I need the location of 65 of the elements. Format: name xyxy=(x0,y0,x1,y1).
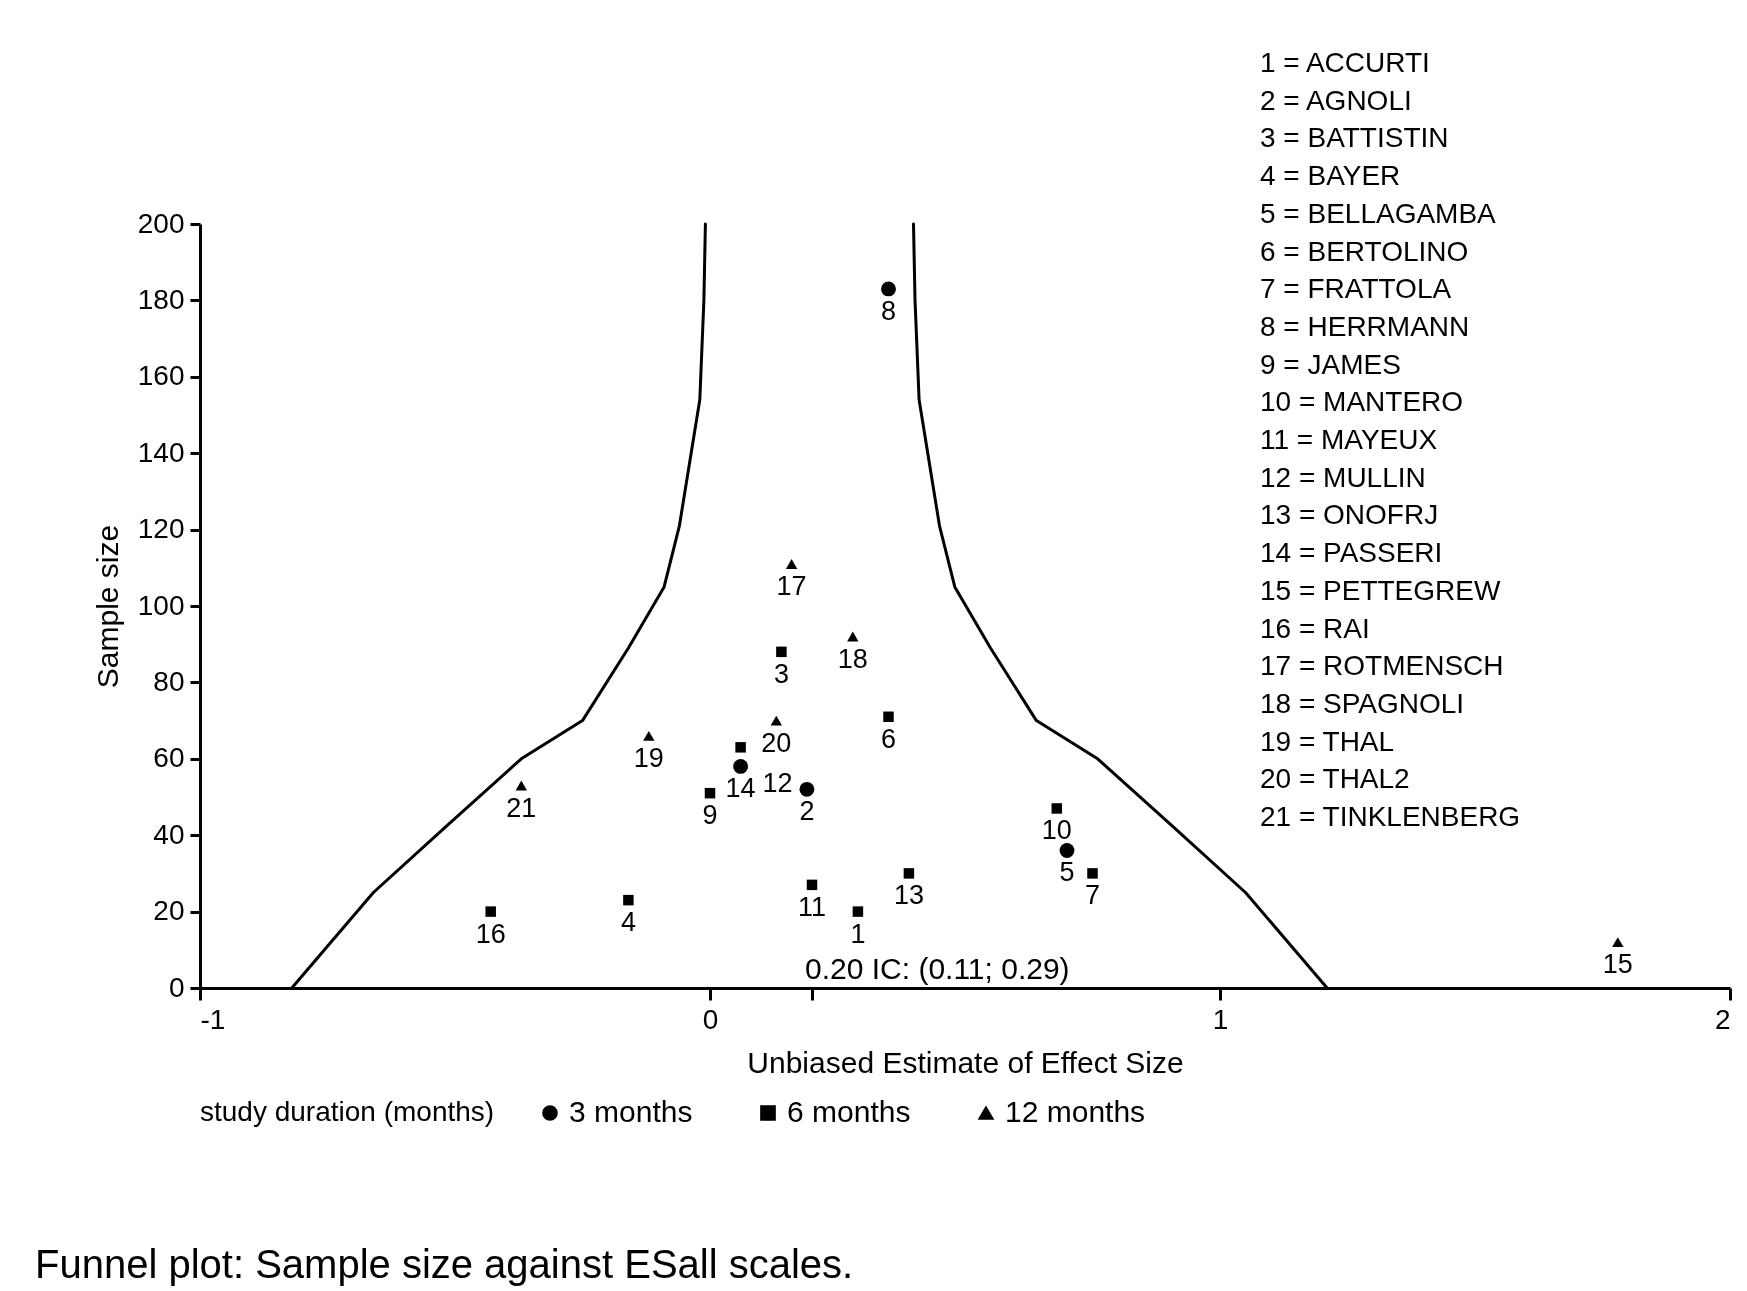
annotation: 13 xyxy=(893,880,924,911)
y-tick-label: 60 xyxy=(153,742,185,774)
annotation: 8 xyxy=(880,295,897,326)
annotation: 3 xyxy=(773,658,789,689)
x-tick-label: -1 xyxy=(200,1003,226,1035)
y-tick-label: 140 xyxy=(137,436,185,468)
y-axis-title: Sample size xyxy=(90,524,124,689)
annotation: 17 = ROTMENSCH xyxy=(1260,650,1504,682)
y-tick-label: 100 xyxy=(137,589,185,621)
annotation: 4 xyxy=(620,907,636,938)
y-tick-label: 180 xyxy=(137,283,185,315)
y-tick-label: 40 xyxy=(153,818,185,850)
annotation: 18 = SPAGNOLI xyxy=(1260,687,1465,719)
x-tick-label: 1 xyxy=(1212,1003,1229,1035)
annotation: 16 = RAI xyxy=(1260,612,1370,644)
annotation: 17 xyxy=(776,570,807,601)
annotation: 1 xyxy=(850,918,866,949)
annotation: 12 = MULLIN xyxy=(1260,461,1426,493)
annotation: 9 xyxy=(702,800,718,831)
y-tick-label: 80 xyxy=(153,665,185,697)
legend-title: study duration (months) xyxy=(200,1096,495,1127)
annotation: 20 xyxy=(761,727,792,758)
annotation: 10 = MANTERO xyxy=(1260,386,1464,418)
annotation: 18 xyxy=(837,643,868,674)
annotation: 20 = THAL2 xyxy=(1260,763,1410,795)
annotation: 8 = HERRMANN xyxy=(1260,310,1470,342)
legend-label: 6 months xyxy=(787,1095,911,1128)
annotation: 13 = ONOFRJ xyxy=(1260,499,1439,531)
y-tick-label: 160 xyxy=(137,360,185,392)
annotation: 6 xyxy=(880,723,897,754)
annotation: 14 xyxy=(725,773,756,804)
annotation: 12 xyxy=(762,768,793,799)
x-axis-title: Unbiased Estimate of Effect Size xyxy=(747,1045,1184,1079)
annotation: 19 xyxy=(633,742,664,773)
annotation: 14 = PASSERI xyxy=(1260,537,1443,569)
annotation: 6 = BERTOLINO xyxy=(1260,235,1469,267)
y-tick-label: 200 xyxy=(137,207,185,239)
annotation: 7 xyxy=(1084,880,1101,911)
x-tick-label: 0 xyxy=(702,1003,719,1035)
annotation: 5 xyxy=(1059,857,1075,888)
text: 3 = BATTISTIN xyxy=(1260,122,1449,154)
legend-label: 3 months xyxy=(569,1095,693,1128)
annotation: 5 = BELLAGAMBA xyxy=(1260,197,1497,229)
x-tick-label: 2 xyxy=(1714,1003,1731,1035)
annotation: 16 xyxy=(475,918,506,949)
annotation: 15 = PETTEGREW xyxy=(1260,574,1501,606)
text: 1 = ACCURTI xyxy=(1260,47,1430,78)
annotation: 0.20 IC: (0.11; 0.29) xyxy=(805,952,1070,985)
annotation: 2 xyxy=(799,796,815,827)
annotation: 21 = TINKLENBERG xyxy=(1260,801,1521,832)
annotation: 10 xyxy=(1041,815,1072,846)
y-tick-label: 0 xyxy=(168,971,185,1003)
annotation: 11 = MAYEUX xyxy=(1260,424,1438,455)
annotation: 11 xyxy=(797,891,827,922)
legend-label: 12 months xyxy=(1005,1095,1146,1128)
annotation: 9 = JAMES xyxy=(1260,348,1401,380)
text: 2 = AGNOLI xyxy=(1260,84,1412,116)
annotation: 21 xyxy=(506,792,537,823)
annotation: 15 xyxy=(1602,949,1633,980)
text: 4 = BAYER xyxy=(1260,160,1401,192)
y-tick-label: 20 xyxy=(153,895,185,927)
annotation: 7 = FRATTOLA xyxy=(1260,273,1452,305)
y-tick-label: 120 xyxy=(137,513,185,545)
annotation: 19 = THAL xyxy=(1260,725,1395,757)
text: Funnel plot: Sample size against ESall scales. xyxy=(35,1242,854,1286)
